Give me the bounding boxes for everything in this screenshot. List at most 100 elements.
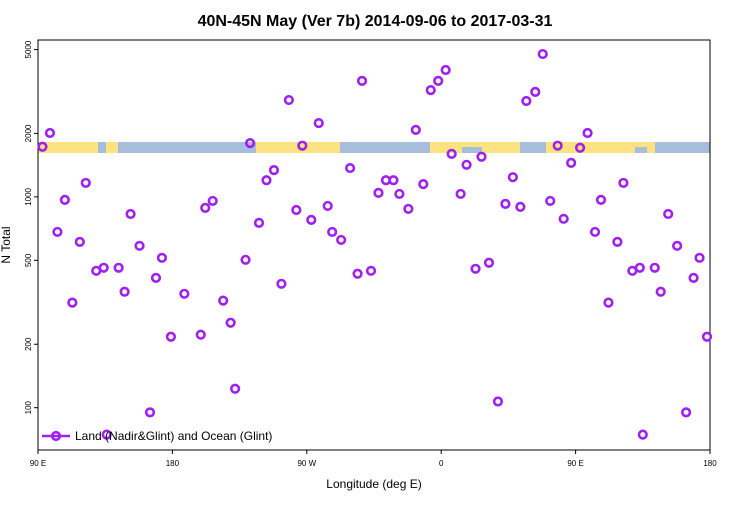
point [649,262,660,273]
y-tick-label: 200 [24,337,33,351]
point [461,159,472,170]
point [418,179,429,190]
y-tick-label: 1000 [24,187,33,205]
ocean-band [118,142,256,153]
legend-marker [50,430,62,442]
point [663,208,674,220]
point [74,236,85,247]
point [637,429,648,440]
x-tick-label: 90 W [297,459,316,468]
point [470,263,481,274]
point [276,278,287,289]
point [537,48,548,60]
ocean-band [340,142,430,153]
point [688,272,699,283]
point [297,140,308,151]
point [52,226,63,238]
point [574,142,586,153]
plot-frame [37,39,711,451]
point [672,240,683,251]
point [394,188,405,200]
point [476,151,487,162]
y-tick-label: 500 [24,253,33,267]
point [455,188,466,200]
point [37,141,48,152]
legend-label: Land (Nadir&Glint) and Ocean (Glint) [75,429,272,443]
y-tick-label: 5000 [24,40,33,58]
point [634,262,645,273]
ocean-band [655,142,710,153]
point [98,262,109,273]
point [200,202,211,213]
point [306,214,317,225]
point [552,140,563,151]
point [345,162,356,174]
point [336,234,347,246]
point [440,64,451,76]
y-axis-label: N Total [0,226,13,263]
point [566,157,577,168]
point [125,208,136,220]
point [67,297,78,308]
point [595,194,607,205]
point [44,127,56,139]
x-tick-label: 180 [703,459,717,468]
point [352,268,363,279]
point [327,226,338,238]
x-axis-label: Longitude (deg E) [326,477,421,491]
point [244,137,256,149]
ocean-band [520,142,546,153]
point [492,396,504,407]
x-tick-label: 90 E [567,459,583,468]
point [165,331,177,342]
point [373,187,384,198]
x-tick-label: 180 [166,459,180,468]
point [515,201,526,212]
land-ocean-band [38,142,710,153]
point [119,286,130,297]
point [507,172,518,183]
point [446,148,457,159]
x-tick-label: 0 [439,459,444,468]
point [80,177,91,189]
point [681,407,692,418]
point [558,213,569,224]
point [589,226,601,238]
point [261,175,272,186]
point [365,265,377,276]
point [612,236,623,247]
point [521,95,532,107]
point [582,127,593,139]
point [701,331,713,342]
point [195,329,206,340]
point [313,117,324,129]
point [268,165,280,176]
point [59,194,70,205]
x-tick-label: 90 E [30,459,46,468]
point [144,407,156,418]
point [530,86,541,97]
point [655,286,666,297]
point [253,217,265,228]
point [156,252,168,263]
point [230,383,241,394]
point [356,75,368,87]
point [150,272,162,283]
y-tick-label: 100 [24,400,33,414]
point [425,85,436,96]
point [545,195,556,207]
point [291,204,302,216]
point [388,175,399,186]
point [322,200,333,212]
point [179,288,190,299]
point [500,198,511,209]
point [403,203,414,215]
point [410,124,421,135]
point [207,195,218,207]
point [283,94,294,106]
ocean-band [635,147,647,153]
point [618,177,629,189]
point [134,240,145,251]
